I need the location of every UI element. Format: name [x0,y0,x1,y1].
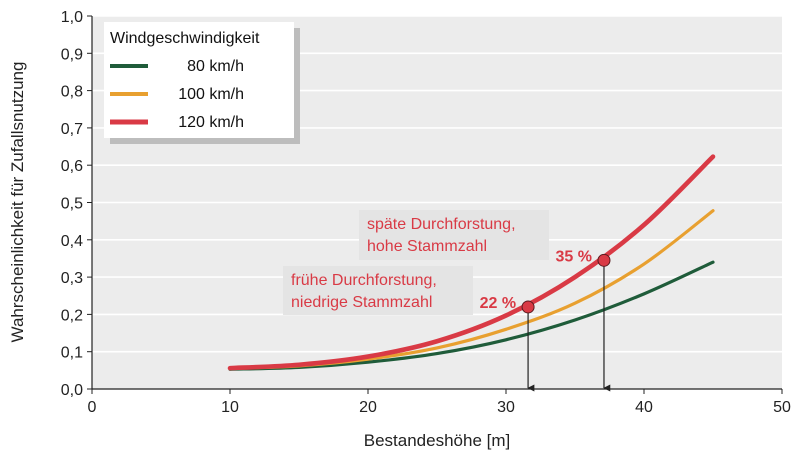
x-tick-label: 0 [88,399,97,416]
legend-box [104,22,294,138]
series-line-120-km-h [227,154,716,371]
y-tick-label: 0,5 [61,196,83,213]
legend-entry-label: 100 km/h [178,86,244,103]
annotation-text: späte Durchforstung, [367,216,516,233]
y-tick-label: 0,4 [61,233,83,250]
x-axis-label: Bestandeshöhe [m] [364,431,510,450]
legend-entry-label: 80 km/h [187,58,244,75]
annotation-point [521,300,535,314]
annotation-point [597,253,611,267]
x-tick-label: 10 [221,399,239,416]
annotation-value-label: 35 % [556,248,592,265]
x-tick-label: 30 [497,399,515,416]
x-tick-label: 20 [359,399,377,416]
x-tick-label: 40 [635,399,653,416]
annotation-text: frühe Durchforstung, [291,272,437,289]
y-tick-label: 0,6 [61,158,83,175]
y-tick-label: 0,8 [61,84,83,101]
annotation-box [283,266,473,315]
x-tick-label: 50 [773,399,791,416]
y-tick-label: 0,3 [61,270,83,287]
y-tick-label: 0,1 [61,345,83,362]
legend-title: Windgeschwindigkeit [110,30,260,47]
annotation-text: niedrige Stammzahl [291,294,432,311]
y-tick-label: 0,7 [61,121,83,138]
annotation-text: hohe Stammzahl [367,238,487,255]
y-tick-label: 0,9 [61,46,83,63]
y-axis-label: Wahrscheinlichkeit für Zufallsnutzung [8,62,27,343]
y-tick-label: 1,0 [61,9,83,26]
y-tick-label: 0,0 [61,382,83,399]
legend-entry-label: 120 km/h [178,114,244,131]
y-tick-label: 0,2 [61,307,83,324]
annotation-box [359,210,549,260]
annotation-value-label: 22 % [480,295,516,312]
